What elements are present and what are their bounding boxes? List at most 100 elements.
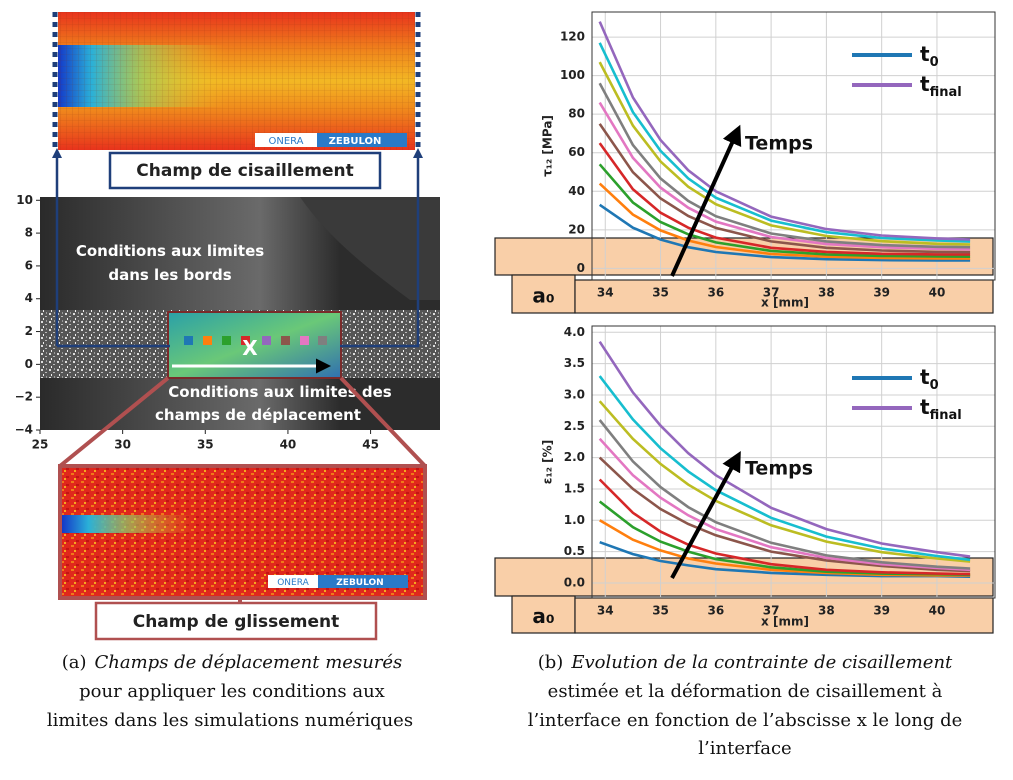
- marker-label: a₀: [532, 284, 554, 308]
- y-tick-label: 3.5: [564, 356, 585, 370]
- link-arrow: [340, 148, 423, 348]
- point-marker: [262, 336, 271, 345]
- logo-box: [255, 133, 317, 147]
- y-tick-label: −2: [15, 390, 33, 404]
- x-tick-label: 38: [818, 604, 835, 618]
- annotation: Temps: [745, 133, 813, 155]
- y-tick-label: 40: [568, 184, 585, 198]
- highlight-box: [511, 274, 576, 314]
- legend-subscript: final: [930, 85, 962, 100]
- annotation: Conditions aux limites: [76, 242, 264, 260]
- image-shade: [300, 197, 440, 300]
- plot-area: [592, 12, 995, 280]
- y-tick-label: 2.0: [564, 450, 585, 464]
- label-box: [108, 151, 382, 190]
- data-line: [598, 182, 971, 260]
- x-tick-label: 35: [652, 286, 669, 300]
- legend-subscript: final: [930, 408, 962, 423]
- x-tick-label: 36: [707, 604, 724, 618]
- x-tick-label: 37: [763, 604, 780, 618]
- point-marker: [203, 336, 212, 345]
- caption-line: (a) Champs de déplacement mesurés: [62, 652, 403, 673]
- plot-frame: [591, 11, 996, 281]
- logo-text: ONERA: [268, 136, 303, 147]
- caption-text: Evolution de la contrainte de cisailleme…: [570, 652, 953, 673]
- logo-text: ZEBULON: [336, 578, 383, 588]
- x-tick-label: 30: [114, 438, 131, 452]
- y-tick-label: 2.5: [564, 419, 585, 433]
- x-tick-label: 37: [763, 286, 780, 300]
- data-line: [598, 456, 971, 573]
- logo-text: ONERA: [277, 578, 309, 588]
- caption-text: Champs de déplacement mesurés: [95, 652, 403, 673]
- x-tick-label: 35: [197, 438, 214, 452]
- y-axis-label: τ₁₂ [MPa]: [541, 115, 555, 177]
- point-marker: [300, 336, 309, 345]
- y-tick-label: 10: [16, 193, 33, 207]
- y-tick-label: 6: [25, 258, 33, 272]
- caption-text: estimée et la déformation de cisaillemen…: [548, 681, 943, 702]
- heatmap-mesh: [58, 12, 415, 150]
- y-tick-label: 0.5: [564, 544, 585, 558]
- logo-box: [317, 133, 407, 147]
- label-box: [94, 601, 378, 641]
- data-line: [598, 21, 971, 241]
- legend-subscript: 0: [930, 55, 939, 70]
- annotation: champs de déplacement: [155, 406, 361, 424]
- y-tick-label: −4: [15, 423, 33, 437]
- x-tick-label: 40: [280, 438, 297, 452]
- y-tick-label: 20: [568, 222, 585, 236]
- y-tick-label: 0.0: [564, 575, 585, 589]
- x-tick-label: 45: [362, 438, 379, 452]
- point-marker: [222, 336, 231, 345]
- annotation: dans les bords: [108, 266, 231, 284]
- x-tick-label: 38: [818, 286, 835, 300]
- y-axis-label: ε₁₂ [%]: [541, 440, 555, 484]
- x-tick-label: 40: [929, 604, 946, 618]
- caption-text: l’interface en fonction de l’abscisse x …: [528, 710, 963, 731]
- x-tick-label: 40: [929, 286, 946, 300]
- plot-frame: [591, 325, 996, 599]
- x-axis-label: x [mm]: [761, 615, 809, 629]
- zoom-lines: [58, 376, 427, 468]
- box-label: Champ de cisaillement: [136, 161, 353, 181]
- data-line: [598, 400, 971, 563]
- legend-subscript: 0: [930, 378, 939, 393]
- annotation: Conditions aux limites des: [168, 383, 391, 401]
- marker-label: a₀: [532, 604, 554, 628]
- link-arrow: [57, 152, 170, 348]
- time-arrow: [670, 450, 741, 579]
- data-line: [598, 203, 971, 262]
- boundary-markers: [52, 12, 421, 150]
- heatmap-streak: [62, 515, 282, 533]
- x-tick-label: 35: [652, 604, 669, 618]
- highlight-box: [574, 597, 994, 634]
- time-arrow: [670, 124, 742, 277]
- x-tick-label: 39: [873, 604, 890, 618]
- point-marker: [241, 336, 250, 345]
- box-label: Champ de glissement: [133, 612, 340, 632]
- y-tick-label: 0: [577, 261, 585, 275]
- inset-markers: [184, 336, 327, 345]
- specimen-image: X Conditions aux limites dans les bords …: [40, 197, 440, 430]
- data-line: [598, 101, 971, 251]
- x-tick-label: 34: [597, 286, 614, 300]
- y-tick-label: 2: [25, 324, 33, 338]
- y-tick-label: 1.0: [564, 513, 585, 527]
- shear-heatmap: ONERA ZEBULON: [52, 12, 421, 150]
- y-tick-label: 100: [560, 68, 585, 82]
- x-tick-label: 34: [597, 604, 614, 618]
- x-tick-label: 25: [32, 438, 49, 452]
- logo-box: [268, 575, 318, 588]
- data-line: [598, 419, 971, 570]
- caption-text: l’interface: [698, 738, 791, 759]
- point-marker: [281, 336, 290, 345]
- data-line: [598, 42, 971, 243]
- x-tick-label: 39: [873, 286, 890, 300]
- x-tick-label: 36: [707, 286, 724, 300]
- highlight-box: [511, 595, 576, 634]
- y-tick-label: 0: [25, 357, 33, 371]
- data-line: [598, 163, 971, 258]
- y-tick-label: 4.0: [564, 325, 585, 339]
